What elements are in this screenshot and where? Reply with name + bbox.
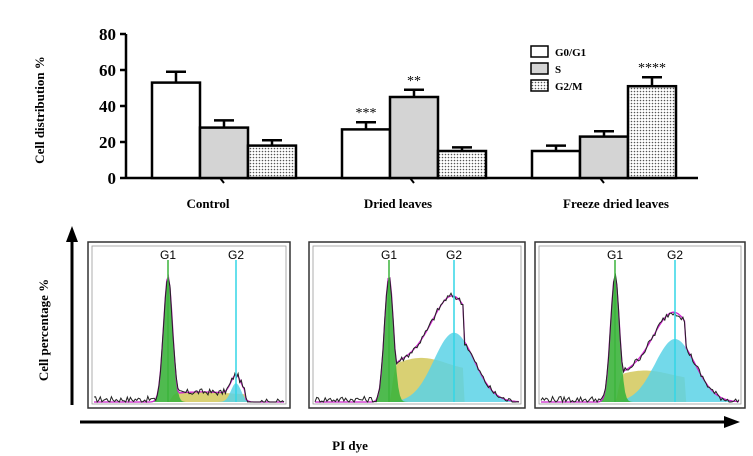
flow-x-axis-label: PI dye [332,438,368,453]
legend-label: G2/M [555,81,583,93]
y-arrow-head [66,226,78,242]
bar [530,149,582,180]
bar [578,135,630,180]
flow-cytometry-chart: Cell percentage % PI dye G1 G2 G1 G2 G1 G2 [36,226,746,453]
bar-chart: Cell distribution % 0 20 40 60 80 Control Drie… [32,25,698,211]
bar [246,144,298,180]
bar [436,149,488,180]
legend-label: G0/G1 [555,47,586,59]
legend-swatch [530,45,549,58]
flow-panels: G1 G2 G1 G2 G1 G2 [87,241,746,409]
category-label: Freeze dried leaves [563,196,669,211]
flow-panel: G1 G2 [534,241,746,409]
gate-label: G1 [607,248,623,262]
panel-inner-frame [538,245,742,405]
y-tick-label: 60 [99,61,116,80]
flow-panel: G1 G2 [87,241,291,409]
gate-label: G1 [160,248,176,262]
bar [388,95,440,180]
bar-marks: ********* [150,61,678,180]
s-phase-area [315,357,519,402]
y-tick-label: 0 [108,169,117,188]
y-tick-label: 20 [99,133,116,152]
x-arrow-head [724,416,740,428]
bar-y-axis-label: Cell distribution % [32,56,47,164]
significance-label: **** [638,61,666,76]
legend: G0/G1 S G2/M [530,45,586,93]
panel-frame [87,241,291,409]
flow-axes [66,226,740,428]
significance-label: *** [356,106,377,121]
panel-inner-frame [312,245,522,405]
panel-inner-frame [91,245,287,405]
legend-label: S [555,64,561,76]
gate-label: G2 [446,248,462,262]
gate-label: G1 [381,248,397,262]
legend-swatch [530,62,549,75]
category-label: Control [186,196,229,211]
bar [198,126,250,180]
significance-label: ** [407,74,421,89]
flow-y-axis-label: Cell percentage % [36,279,51,381]
data-trace [540,273,740,404]
flow-panel: G1 G2 [308,241,526,409]
y-tick-label: 40 [99,97,116,116]
bar [150,81,202,180]
data-trace [314,277,520,403]
bar [340,128,392,180]
legend-swatch [530,79,549,92]
data-trace [93,276,285,404]
gate-label: G2 [667,248,683,262]
s-phase-area [541,370,739,402]
gate-label: G2 [228,248,244,262]
bar [626,84,678,180]
category-label: Dried leaves [364,196,432,211]
y-tick-label: 80 [99,25,116,44]
